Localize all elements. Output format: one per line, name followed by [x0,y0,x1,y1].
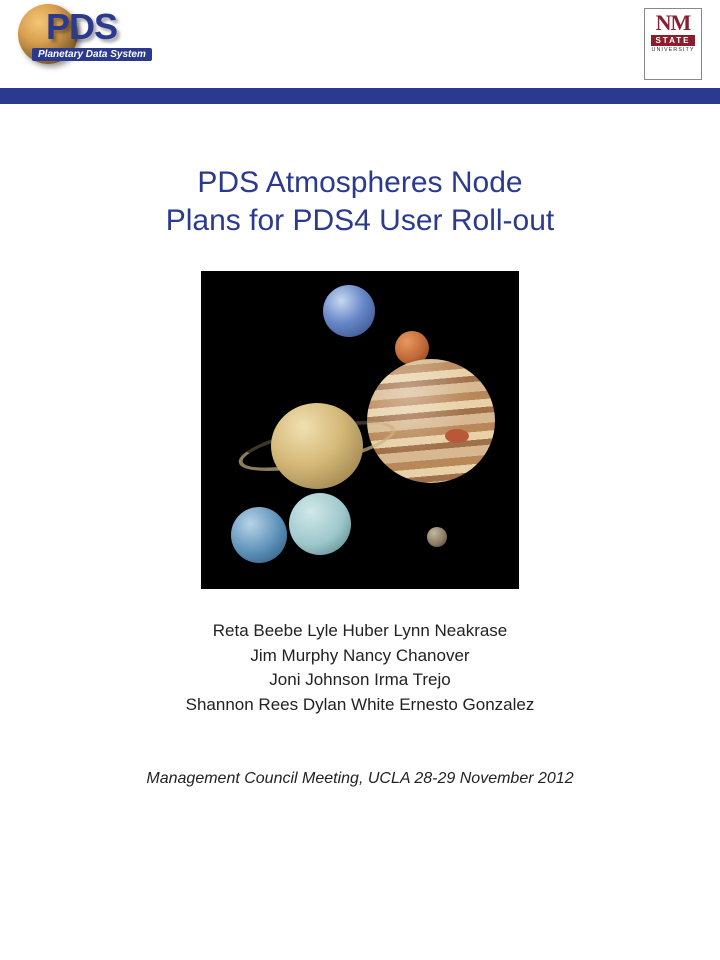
neptune-icon [231,507,287,563]
jupiter-icon [367,359,495,483]
divider-bar [0,88,720,104]
authors-block: Reta Beebe Lyle Huber Lynn Neakrase Jim … [50,619,670,718]
nmsu-logo-nm: NM [656,13,691,33]
pds-logo: PDS Planetary Data System [18,4,178,76]
uranus-icon [289,493,351,555]
nmsu-logo-university: UNIVERSITY [651,47,694,53]
pds-logo-subtitle: Planetary Data System [32,48,152,61]
earth-icon [323,285,375,337]
nmsu-logo: NM STATE UNIVERSITY [644,8,702,80]
saturn-icon [271,403,363,489]
pds-logo-text: PDS [46,6,117,48]
slide-content: PDS Atmospheres Node Plans for PDS4 User… [0,104,720,788]
planets-image [201,271,519,589]
slide-title: PDS Atmospheres Node Plans for PDS4 User… [50,164,670,239]
title-line-2: Plans for PDS4 User Roll-out [166,204,554,237]
header: PDS Planetary Data System NM STATE UNIVE… [0,0,720,88]
authors-line-4: Shannon Rees Dylan White Ernesto Gonzale… [50,693,670,718]
mercury-icon [427,527,447,547]
authors-line-1: Reta Beebe Lyle Huber Lynn Neakrase [50,619,670,644]
authors-line-2: Jim Murphy Nancy Chanover [50,644,670,669]
footer-text: Management Council Meeting, UCLA 28-29 N… [50,770,670,788]
title-line-1: PDS Atmospheres Node [197,166,522,199]
authors-line-3: Joni Johnson Irma Trejo [50,668,670,693]
nmsu-logo-state: STATE [651,35,694,46]
